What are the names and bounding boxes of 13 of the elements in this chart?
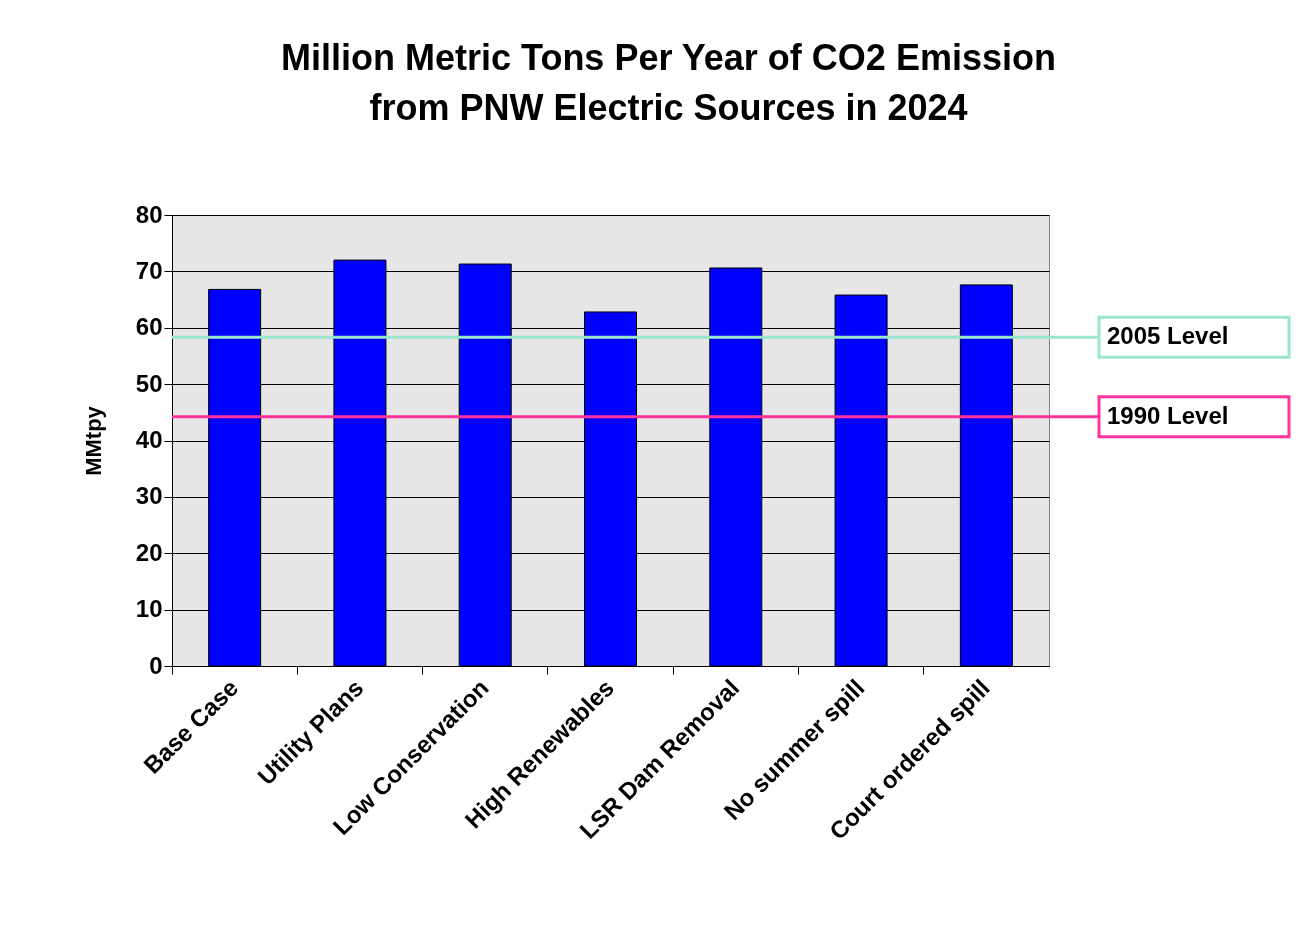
y-tick-label: 80: [135, 200, 163, 228]
y-tick-label: 30: [135, 482, 163, 510]
chart-title: Million Metric Tons Per Year of CO2 Emission from PNW Electric Sources in 2024: [281, 37, 1056, 128]
y-tick-label: 0: [149, 651, 163, 679]
y-tick-label: 70: [135, 256, 163, 284]
ref-line-label: 1990 Level: [1107, 401, 1229, 429]
y-tick-label: 20: [135, 538, 163, 566]
y-tick-label: 60: [135, 313, 163, 341]
y-tick-label: 50: [135, 369, 163, 397]
y-axis-title: MMtpy: [80, 405, 106, 476]
y-tick-label: 10: [135, 595, 163, 623]
ref-line-label: 2005 Level: [1107, 322, 1229, 350]
y-tick-label: 40: [135, 426, 163, 453]
